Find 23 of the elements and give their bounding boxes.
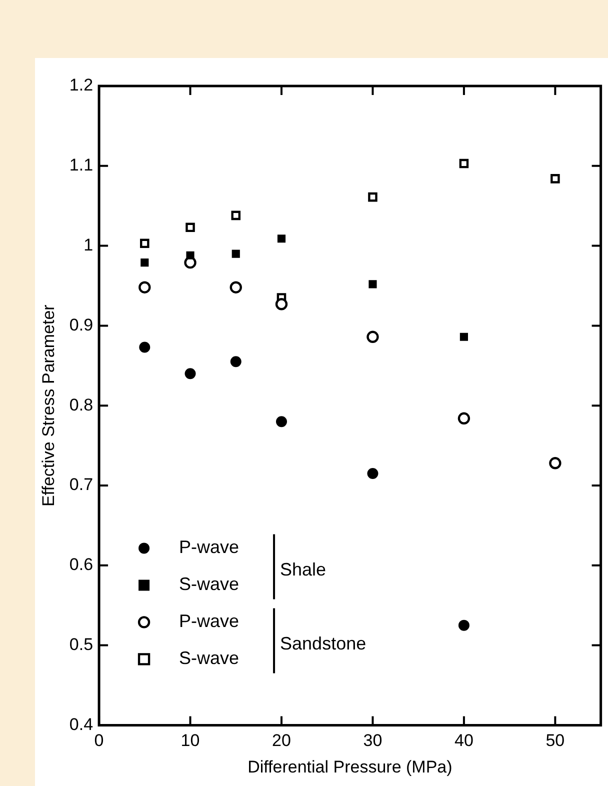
legend-label: S-wave xyxy=(179,648,240,668)
legend-label: P-wave xyxy=(179,537,240,558)
legend-label: S-wave xyxy=(179,574,240,594)
y-tick-label: 0.5 xyxy=(69,634,94,654)
x-tick-label: 10 xyxy=(180,731,200,750)
y-tick-label: 1.2 xyxy=(69,76,94,95)
y-tick-label: 1 xyxy=(84,235,94,254)
x-tick-label: 0 xyxy=(94,731,104,750)
y-tick-label: 0.8 xyxy=(69,395,94,414)
y-axis-title: Effective Stress Parameter xyxy=(38,304,58,507)
annotation: Sandstone xyxy=(280,634,366,654)
y-tick-label: 0.6 xyxy=(69,555,94,574)
x-tick-label: 20 xyxy=(272,731,291,750)
y-tick-label: 0.9 xyxy=(69,315,94,334)
y-tick-label: 0.4 xyxy=(69,714,94,734)
x-axis-title: Differential Pressure (MPa) xyxy=(248,757,452,776)
annotation: Shale xyxy=(280,560,326,580)
x-tick-label: 40 xyxy=(454,731,474,750)
x-tick-label: 50 xyxy=(546,731,565,750)
y-tick-label: 0.7 xyxy=(69,475,94,494)
x-tick-label: 30 xyxy=(363,731,382,750)
y-tick-label: 1.1 xyxy=(69,156,94,175)
legend-label: P-wave xyxy=(179,611,240,632)
